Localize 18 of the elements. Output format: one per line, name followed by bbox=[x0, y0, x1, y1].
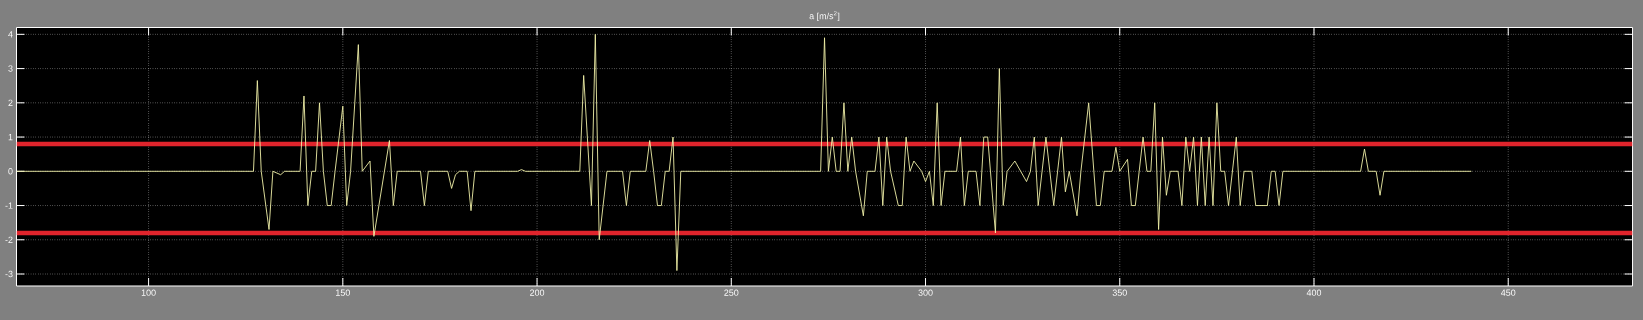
y-tick-label: -1 bbox=[5, 202, 13, 209]
x-tick-label: 350 bbox=[1112, 289, 1127, 296]
y-tick-label: 3 bbox=[8, 65, 13, 72]
x-tick-label: 300 bbox=[918, 289, 933, 296]
y-tick-label: 4 bbox=[8, 31, 13, 38]
x-tick-label: 200 bbox=[530, 289, 545, 296]
x-tick-label: 400 bbox=[1306, 289, 1322, 296]
y-tick-label: 2 bbox=[8, 99, 13, 106]
x-tick-label: 450 bbox=[1500, 289, 1516, 296]
x-tick-label: 150 bbox=[336, 289, 350, 296]
y-tick-label: 1 bbox=[8, 133, 13, 141]
y-tick-label: 0 bbox=[8, 168, 13, 175]
chart-title: a [m/s$^{2}$] bbox=[809, 11, 840, 21]
line-series bbox=[16, 33, 1472, 272]
y-tick-label: -3 bbox=[5, 270, 13, 278]
x-tick-label: 100 bbox=[141, 289, 156, 296]
x-tick-label: 250 bbox=[724, 289, 739, 296]
y-tick-label: -2 bbox=[5, 236, 13, 243]
